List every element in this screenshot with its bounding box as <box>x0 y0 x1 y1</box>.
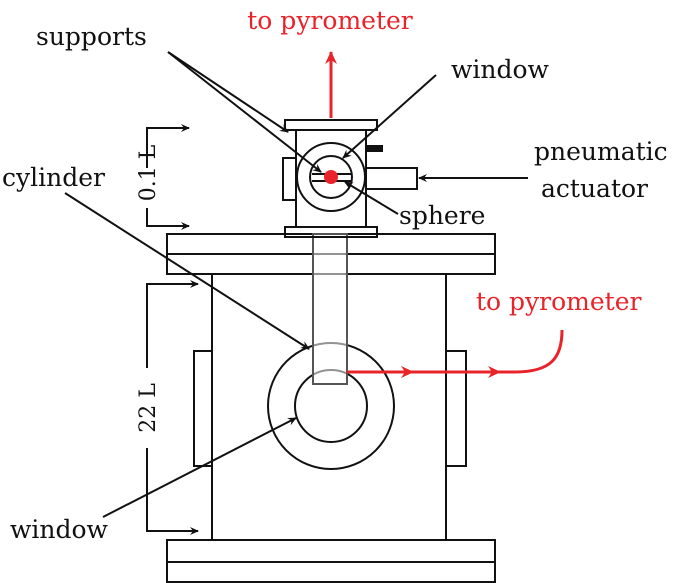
label-window-bottom: window <box>10 515 109 544</box>
left-port <box>193 350 213 467</box>
label-supports: supports <box>36 22 147 51</box>
left-support-plate <box>282 157 297 201</box>
label-to-pyrometer-right: to pyrometer <box>476 287 642 316</box>
dimension-small <box>146 124 190 230</box>
label-sphere: sphere <box>399 201 485 230</box>
small-chamber <box>282 119 418 238</box>
actuator-rod <box>365 167 418 190</box>
label-cylinder: cylinder <box>2 163 105 192</box>
small-top-cap <box>284 119 378 131</box>
leader-lines <box>64 51 528 518</box>
label-actuator: actuator <box>541 174 648 203</box>
small-window-inner <box>309 155 353 199</box>
right-port <box>445 350 467 467</box>
sensor-mark <box>367 145 383 152</box>
label-window-top: window <box>451 55 550 84</box>
label-pneumatic: pneumatic <box>534 137 668 166</box>
label-dim-large: 22 L <box>136 383 161 433</box>
cylinder-leader <box>64 192 310 350</box>
small-bottom-cap <box>284 226 378 238</box>
window-bottom-leader <box>102 417 297 518</box>
sphere-leader <box>344 181 399 215</box>
sphere-dot <box>324 170 338 184</box>
small-window-outer <box>296 142 366 212</box>
label-dim-small: 0.1 L <box>136 144 161 201</box>
pyrometer-curve <box>500 329 564 374</box>
window-top-leader <box>342 74 437 159</box>
label-to-pyrometer-top: to pyrometer <box>247 6 413 35</box>
connecting-tube <box>312 233 348 385</box>
supports-leader-2 <box>167 51 322 173</box>
dimension-large <box>146 280 199 535</box>
supports-leader-1 <box>167 51 289 133</box>
